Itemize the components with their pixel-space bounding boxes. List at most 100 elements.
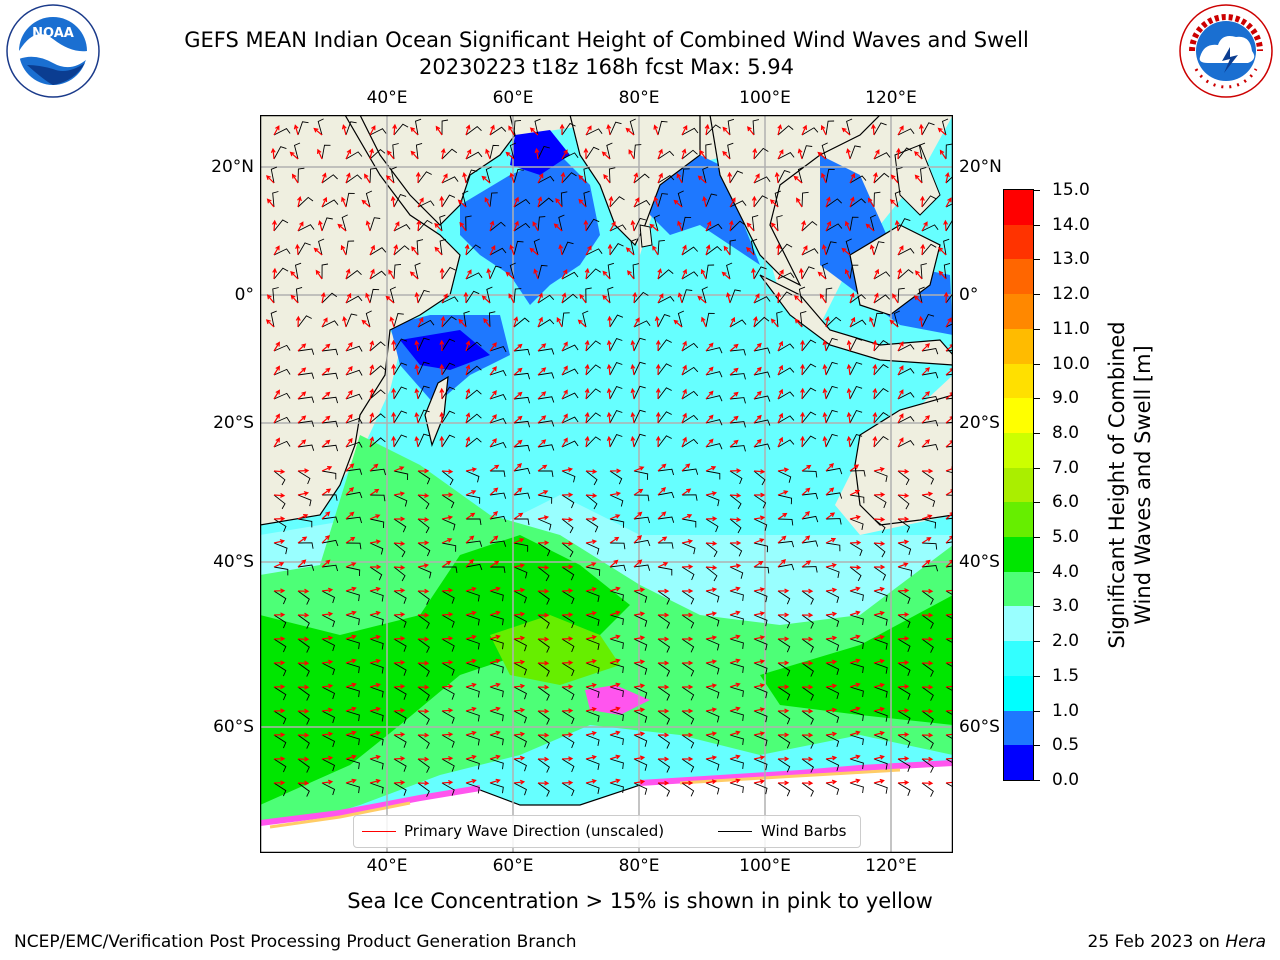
wave-direction-arrow — [513, 367, 523, 376]
wave-direction-arrow — [345, 730, 357, 736]
wave-direction-arrow — [817, 151, 827, 160]
wind-barb — [705, 542, 718, 558]
wind-barb — [897, 782, 911, 796]
wind-barb — [273, 710, 287, 725]
wind-barb — [273, 248, 291, 256]
wind-barb — [341, 214, 348, 232]
wind-barb — [945, 710, 953, 716]
wave-direction-arrow — [457, 199, 467, 208]
wind-barb — [317, 118, 324, 136]
wind-barb — [753, 494, 767, 509]
wave-direction-arrow — [777, 269, 784, 280]
wind-barb — [416, 239, 424, 256]
wind-barb — [849, 494, 865, 504]
wind-barb — [729, 614, 744, 625]
wave-direction-arrow — [481, 175, 491, 184]
wind-barb — [417, 758, 430, 773]
wave-direction-arrow — [465, 535, 475, 544]
wind-barb — [369, 437, 386, 448]
wave-direction-arrow — [822, 435, 828, 448]
wave-direction-arrow — [584, 435, 590, 448]
wave-direction-arrow — [892, 293, 899, 304]
wind-barb — [897, 368, 915, 376]
wind-barb — [849, 294, 866, 304]
wave-direction-arrow — [561, 564, 574, 570]
wave-direction-arrow — [464, 243, 470, 256]
wave-direction-arrow — [722, 150, 731, 160]
wind-barb — [345, 174, 363, 184]
wave-direction-arrow — [705, 366, 714, 376]
wind-barb — [273, 128, 291, 136]
wind-barb — [345, 590, 360, 602]
colorbar-segment — [1004, 571, 1033, 607]
wave-direction-arrow — [652, 245, 659, 256]
wave-direction-arrow — [291, 173, 299, 184]
wind-barb — [705, 710, 720, 723]
wave-direction-arrow — [465, 778, 477, 784]
wind-barb — [873, 122, 887, 136]
wind-barb — [633, 638, 648, 651]
wind-barb — [465, 782, 480, 794]
wave-direction-arrow — [945, 611, 953, 617]
wind-barb — [897, 566, 913, 577]
wave-direction-arrow — [602, 294, 611, 304]
wind-barb — [345, 734, 360, 746]
wave-direction-arrow — [465, 706, 477, 712]
wave-direction-arrow — [921, 343, 930, 352]
wave-direction-arrow — [273, 708, 286, 714]
wave-direction-arrow — [777, 708, 790, 714]
wind-barb — [849, 590, 864, 602]
wind-barb — [607, 262, 615, 280]
wave-direction-arrow — [825, 463, 834, 472]
wind-barb — [797, 166, 805, 184]
wind-barb — [849, 145, 861, 160]
wave-direction-arrow — [897, 708, 910, 714]
wave-direction-arrow — [682, 780, 694, 786]
wind-barb — [873, 566, 887, 581]
wave-direction-arrow — [801, 560, 812, 568]
wave-direction-arrow — [321, 587, 334, 593]
wind-barb — [657, 387, 672, 400]
wave-direction-arrow — [919, 195, 925, 208]
wave-direction-arrow — [321, 755, 334, 761]
colorbar-tick — [1033, 432, 1040, 434]
wave-direction-arrow — [386, 150, 395, 160]
wave-direction-arrow — [361, 319, 371, 328]
wind-barb — [657, 314, 671, 328]
wave-direction-arrow — [414, 339, 420, 352]
wind-barb — [945, 662, 953, 668]
wave-direction-arrow — [489, 124, 495, 136]
wave-direction-arrow — [465, 558, 475, 568]
wave-direction-arrow — [753, 315, 758, 328]
wave-direction-arrow — [794, 295, 803, 304]
wind-barb — [753, 518, 768, 531]
wave-direction-arrow — [777, 660, 790, 666]
wind-barb — [801, 145, 813, 160]
wave-direction-arrow — [489, 438, 497, 448]
wave-direction-arrow — [801, 636, 814, 642]
wave-direction-arrow — [321, 367, 331, 376]
wave-direction-arrow — [682, 684, 694, 690]
wave-direction-arrow — [705, 390, 714, 400]
wave-direction-arrow — [417, 732, 430, 738]
wave-direction-arrow — [822, 363, 828, 376]
wind-barb — [753, 395, 771, 402]
wind-barb — [801, 638, 814, 653]
wave-direction-arrow — [705, 491, 718, 496]
wind-barb — [801, 515, 819, 523]
wind-barb — [609, 121, 622, 136]
wind-barb — [705, 470, 721, 480]
wave-direction-arrow — [607, 243, 613, 256]
wave-direction-arrow — [513, 462, 523, 472]
wind-barb — [633, 291, 649, 304]
wind-barb — [633, 734, 648, 747]
wave-direction-arrow — [609, 682, 621, 688]
wind-barb — [681, 216, 692, 232]
wave-direction-arrow — [673, 319, 683, 328]
wave-direction-arrow — [822, 339, 828, 352]
wind-barb — [921, 518, 937, 529]
wave-direction-arrow — [705, 466, 717, 472]
wave-direction-arrow — [345, 268, 351, 280]
wave-direction-arrow — [921, 221, 928, 232]
wind-barb — [441, 734, 455, 748]
